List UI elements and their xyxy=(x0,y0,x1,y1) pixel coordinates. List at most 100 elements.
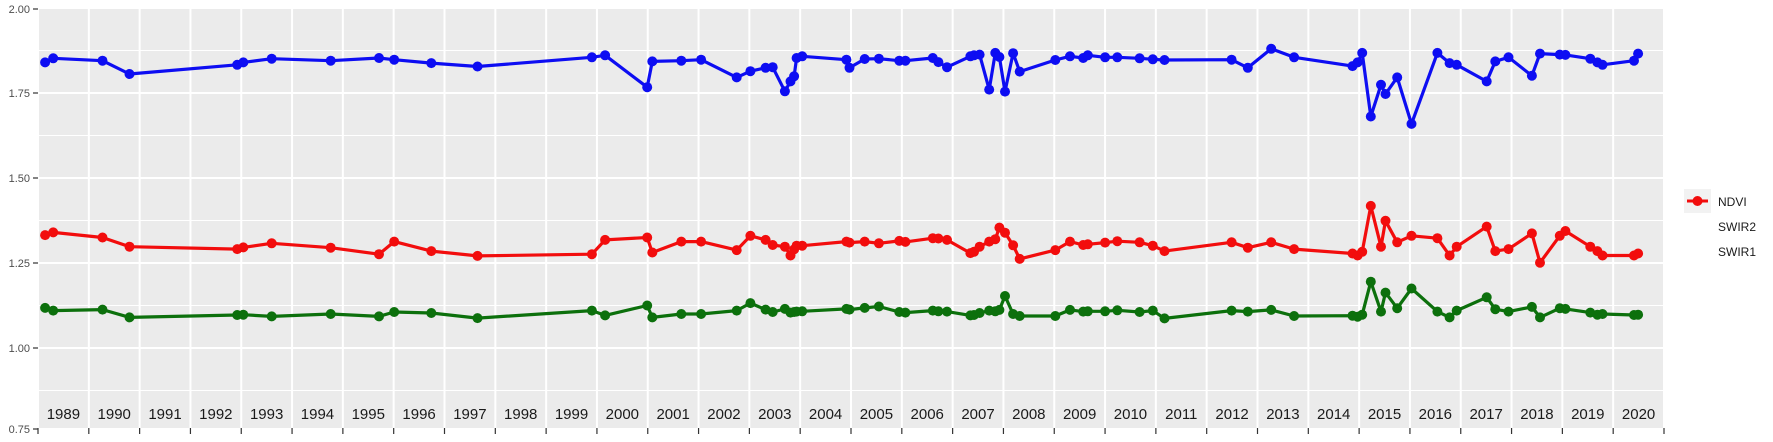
data-point-ndvi xyxy=(389,54,400,65)
data-point-ndvi xyxy=(97,55,108,66)
data-point-ndvi xyxy=(1597,59,1608,70)
data-point-swir2 xyxy=(1503,306,1514,317)
x-axis-year-label: 2019 xyxy=(1571,406,1604,423)
data-point-swir1 xyxy=(48,227,59,238)
data-point-swir2 xyxy=(1526,301,1537,312)
data-point-swir1 xyxy=(933,233,944,244)
data-point-swir2 xyxy=(1597,309,1608,319)
data-point-swir2 xyxy=(1490,304,1501,315)
data-point-ndvi xyxy=(974,49,985,60)
data-point-swir1 xyxy=(696,236,707,247)
data-point-swir1 xyxy=(1392,237,1403,248)
x-axis-year-label: 2007 xyxy=(961,406,994,423)
data-point-swir1 xyxy=(1633,248,1644,259)
x-axis-year-label: 1996 xyxy=(402,406,435,423)
data-point-swir2 xyxy=(696,309,707,319)
data-point-ndvi xyxy=(797,51,808,62)
x-axis-year-label: 2003 xyxy=(758,406,791,423)
data-point-ndvi xyxy=(984,84,995,95)
data-point-swir2 xyxy=(859,302,870,313)
data-point-swir2 xyxy=(389,307,400,317)
data-point-ndvi xyxy=(647,56,658,67)
data-point-swir1 xyxy=(1082,239,1093,250)
data-point-swir1 xyxy=(797,240,808,251)
data-point-swir1 xyxy=(1289,244,1300,255)
data-point-swir1 xyxy=(586,249,597,260)
data-point-swir2 xyxy=(767,307,778,317)
data-point-swir1 xyxy=(942,234,952,245)
data-point-ndvi xyxy=(1147,54,1158,65)
data-point-ndvi xyxy=(1112,52,1123,63)
data-point-swir1 xyxy=(1560,226,1571,236)
data-point-swir1 xyxy=(745,230,756,241)
data-point-ndvi xyxy=(994,52,1005,62)
data-point-swir2 xyxy=(1560,303,1571,314)
data-point-swir2 xyxy=(1289,311,1300,321)
data-point-swir1 xyxy=(760,234,771,245)
x-axis-year-label: 2000 xyxy=(606,406,639,423)
data-point-swir2 xyxy=(1014,311,1025,321)
data-point-ndvi xyxy=(873,53,884,64)
x-axis-year-label: 2015 xyxy=(1368,406,1401,423)
data-point-ndvi xyxy=(731,72,742,83)
data-point-swir1 xyxy=(389,236,400,247)
data-point-swir2 xyxy=(426,308,437,318)
data-point-ndvi xyxy=(1503,52,1514,63)
data-point-swir1 xyxy=(266,238,277,249)
data-point-swir2 xyxy=(1380,287,1391,298)
data-point-ndvi xyxy=(676,55,687,66)
data-point-swir2 xyxy=(600,310,611,321)
data-point-swir2 xyxy=(1432,306,1443,317)
y-axis-label: 1.50 xyxy=(9,173,30,185)
data-point-swir1 xyxy=(731,245,742,256)
data-point-swir2 xyxy=(873,301,884,312)
data-point-swir2 xyxy=(1357,309,1368,320)
data-point-swir1 xyxy=(325,242,336,253)
data-point-swir2 xyxy=(1000,291,1010,301)
y-axis-label: 0.75 xyxy=(9,424,30,436)
data-point-swir2 xyxy=(1242,306,1253,317)
data-point-ndvi xyxy=(859,54,870,64)
data-point-ndvi xyxy=(48,53,59,64)
data-point-ndvi xyxy=(374,53,384,63)
x-axis-year-label: 1995 xyxy=(352,406,385,423)
data-point-ndvi xyxy=(1451,59,1462,70)
data-point-swir2 xyxy=(994,304,1005,315)
data-point-swir2 xyxy=(676,309,687,319)
data-point-ndvi xyxy=(1490,56,1501,67)
legend: NDVI SWIR2 SWIR1 xyxy=(1684,189,1756,264)
data-point-ndvi xyxy=(1357,47,1368,58)
data-point-ndvi xyxy=(1050,55,1061,65)
data-point-swir1 xyxy=(1444,250,1455,261)
data-point-swir1 xyxy=(238,242,249,253)
data-point-ndvi xyxy=(1008,48,1019,59)
data-point-ndvi xyxy=(600,50,611,61)
data-point-ndvi xyxy=(1266,43,1277,54)
x-axis-year-label: 2020 xyxy=(1622,406,1655,423)
data-point-swir2 xyxy=(1147,305,1158,316)
data-point-swir1 xyxy=(1112,236,1123,247)
data-point-swir2 xyxy=(124,312,135,323)
data-point-swir1 xyxy=(1266,237,1277,248)
data-point-swir1 xyxy=(1357,246,1368,257)
data-point-swir2 xyxy=(1266,304,1277,315)
x-axis-year-label: 2017 xyxy=(1469,406,1502,423)
data-point-swir2 xyxy=(48,305,59,316)
data-point-swir2 xyxy=(642,300,653,311)
data-point-ndvi xyxy=(642,82,653,93)
y-axis-label: 2.00 xyxy=(9,4,30,16)
data-point-swir1 xyxy=(1380,215,1391,226)
data-point-swir1 xyxy=(1226,237,1237,248)
data-point-swir2 xyxy=(586,305,597,316)
data-point-swir1 xyxy=(426,246,437,257)
data-point-swir1 xyxy=(1451,241,1462,252)
data-point-swir2 xyxy=(731,305,742,316)
data-point-ndvi xyxy=(696,54,707,65)
data-point-swir2 xyxy=(97,304,108,315)
data-point-swir2 xyxy=(1159,313,1170,324)
data-point-swir2 xyxy=(1365,276,1376,287)
data-point-ndvi xyxy=(933,57,944,68)
data-point-swir1 xyxy=(97,232,108,243)
data-point-swir1 xyxy=(1147,240,1158,251)
